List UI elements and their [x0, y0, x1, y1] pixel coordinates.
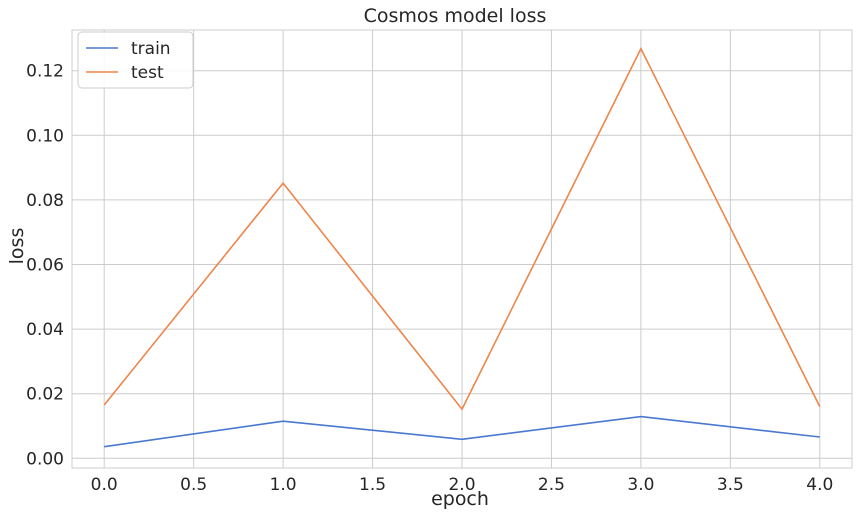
series-lines [103, 46, 821, 448]
y-tick-label: 0.10 [26, 126, 64, 146]
x-tick-label: 1.5 [359, 475, 386, 495]
plot-area [71, 29, 853, 469]
x-tick-label: 0.0 [91, 475, 118, 495]
legend-label-train: train [131, 39, 171, 59]
x-tick-label: 1.0 [270, 475, 297, 495]
y-tick-labels: 0.00 0.02 0.04 0.06 0.08 0.10 0.12 [26, 62, 64, 470]
x-axis-label: epoch [431, 488, 489, 510]
x-tick-label: 2.5 [538, 475, 565, 495]
x-tick-label: 3.5 [717, 475, 744, 495]
y-tick-label: 0.12 [26, 62, 64, 82]
chart-title: Cosmos model loss [364, 5, 547, 27]
x-tick-label: 2.0 [448, 475, 475, 495]
y-tick-label: 0.04 [26, 320, 64, 340]
grid [72, 30, 852, 468]
legend-box [77, 31, 194, 89]
x-tick-labels: 0.0 0.5 1.0 1.5 2.0 2.5 3.0 3.5 4.0 [91, 475, 834, 495]
y-tick-label: 0.08 [26, 191, 64, 211]
y-tick-label: 0.02 [26, 385, 64, 405]
x-tick-label: 3.0 [627, 475, 654, 495]
y-tick-label: 0.06 [26, 256, 64, 276]
y-tick-label: 0.00 [26, 449, 64, 469]
legend-label-test: test [131, 63, 164, 83]
x-tick-label: 0.5 [180, 475, 207, 495]
legend: train test [77, 31, 194, 89]
y-axis-label: loss [6, 228, 28, 265]
series-line-test [103, 46, 821, 411]
x-tick-label: 4.0 [806, 475, 833, 495]
series-line-train [104, 415, 820, 448]
